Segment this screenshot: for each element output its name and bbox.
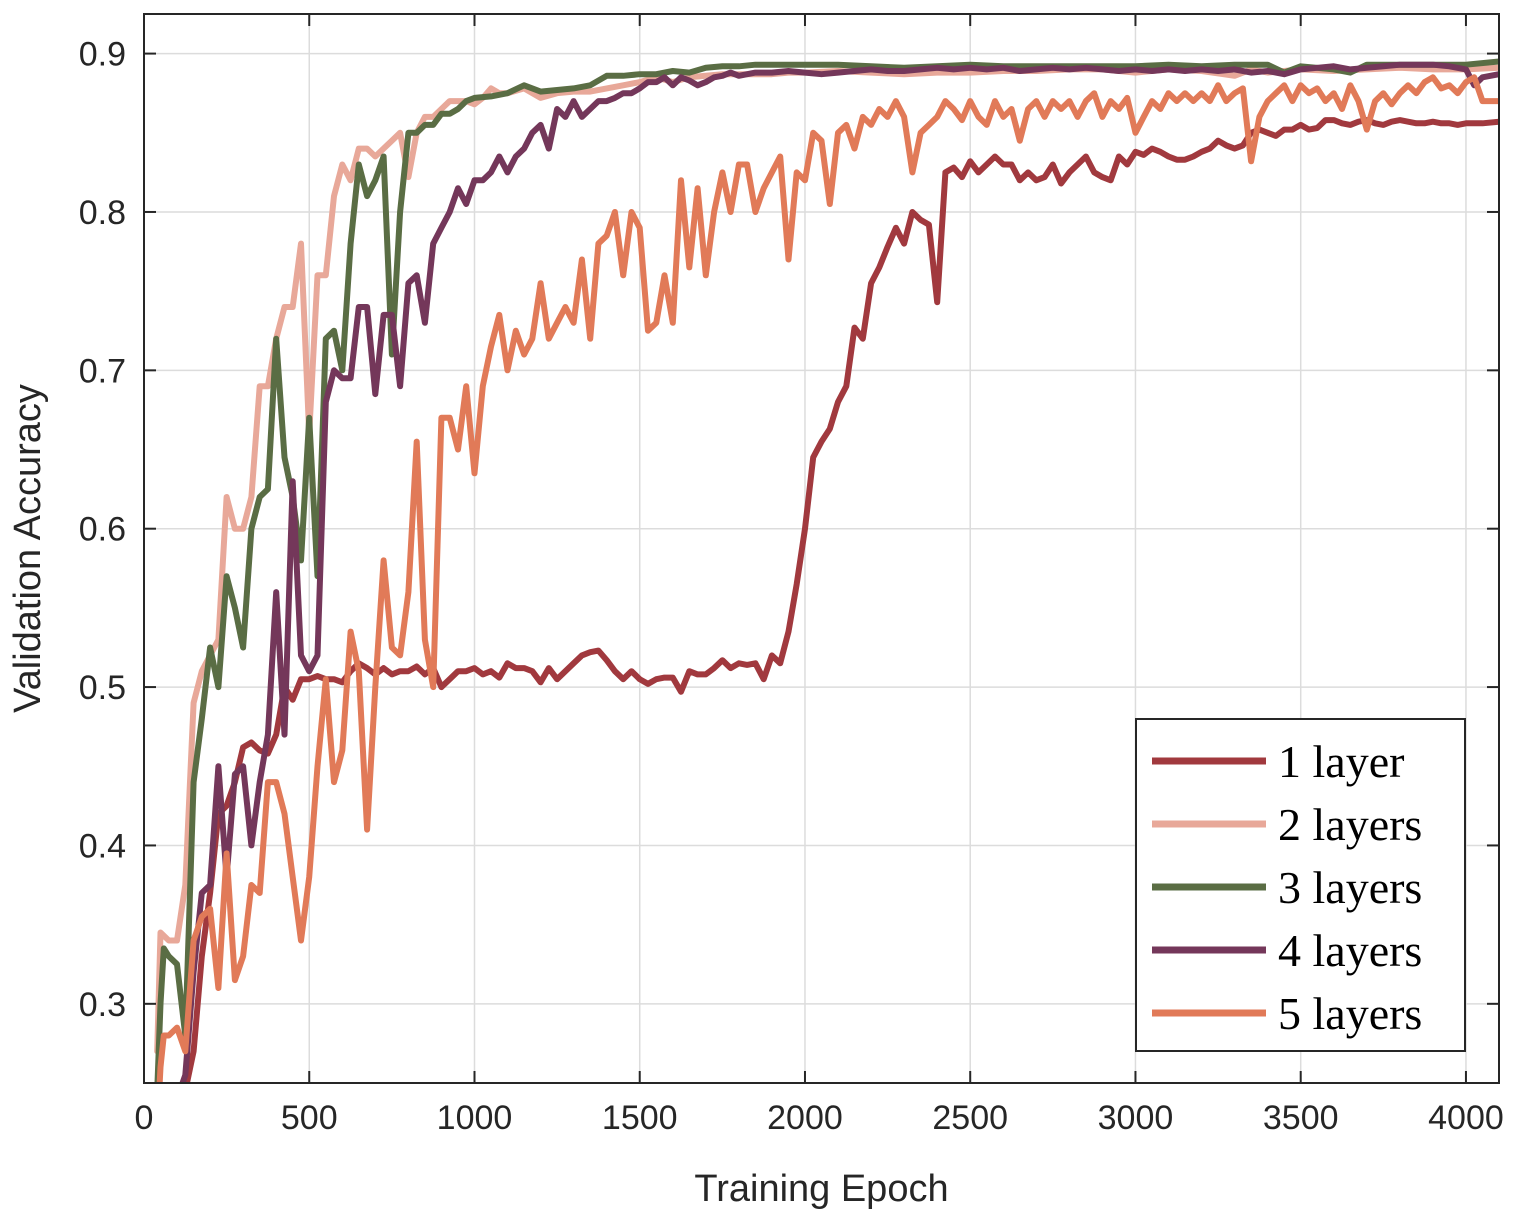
x-tick-label: 4000 <box>1428 1099 1504 1137</box>
legend-label: 5 layers <box>1278 988 1422 1039</box>
legend-label: 2 layers <box>1278 799 1422 850</box>
y-tick-label: 0.4 <box>79 827 126 865</box>
x-axis-title: Training Epoch <box>694 1168 948 1210</box>
legend-label: 1 layer <box>1278 736 1404 787</box>
series-line-3 <box>154 58 1499 1083</box>
legend-label: 4 layers <box>1278 925 1422 976</box>
x-tick-label: 1000 <box>437 1099 513 1137</box>
x-tick-label: 3000 <box>1098 1099 1174 1137</box>
ticks: 0 500 1000 1500 2000 2500 3000 3500 4000 0.3 0.4 0.… <box>79 14 1504 1137</box>
y-tick-label: 0.5 <box>79 669 126 707</box>
x-tick-label: 3500 <box>1263 1099 1339 1137</box>
y-tick-label: 0.3 <box>79 986 126 1024</box>
series-line-4 <box>179 61 1499 1083</box>
y-tick-label: 0.8 <box>79 194 126 232</box>
y-tick-label: 0.9 <box>79 36 126 74</box>
legend-label: 3 layers <box>1278 862 1422 913</box>
x-tick-label: 2000 <box>767 1099 843 1137</box>
x-tick-label: 500 <box>281 1099 338 1137</box>
y-tick-label: 0.7 <box>79 352 126 390</box>
series-line-5 <box>156 74 1499 1083</box>
x-tick-label: 1500 <box>602 1099 678 1137</box>
y-axis-title: Validation Accuracy <box>7 384 49 713</box>
legend: 1 layer 2 layers 3 layers 4 layers 5 layers <box>1135 718 1466 1052</box>
series-line-1 <box>183 117 1499 1083</box>
axes-frame <box>143 13 1500 1084</box>
series-group <box>154 58 1499 1083</box>
x-tick-label: 0 <box>135 1099 154 1137</box>
x-tick-label: 2500 <box>932 1099 1008 1137</box>
y-tick-label: 0.6 <box>79 511 126 549</box>
